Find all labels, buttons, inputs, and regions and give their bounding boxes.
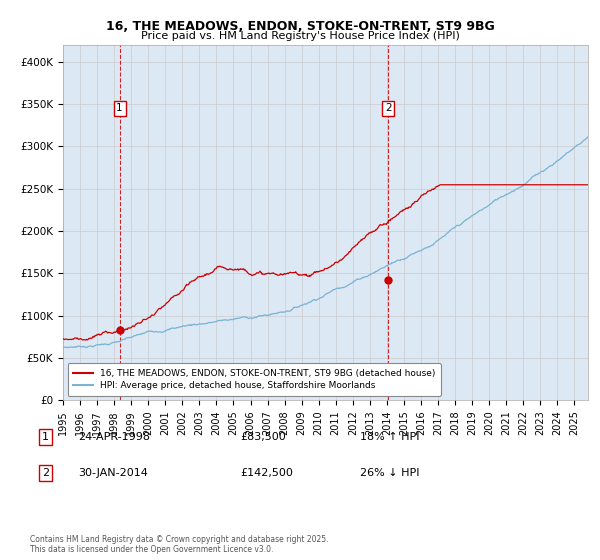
Text: 2: 2 [385, 103, 392, 113]
Text: £142,500: £142,500 [240, 468, 293, 478]
Text: 30-JAN-2014: 30-JAN-2014 [78, 468, 148, 478]
Legend: 16, THE MEADOWS, ENDON, STOKE-ON-TRENT, ST9 9BG (detached house), HPI: Average p: 16, THE MEADOWS, ENDON, STOKE-ON-TRENT, … [68, 363, 441, 396]
Text: 24-APR-1998: 24-APR-1998 [78, 432, 150, 442]
Text: 16, THE MEADOWS, ENDON, STOKE-ON-TRENT, ST9 9BG: 16, THE MEADOWS, ENDON, STOKE-ON-TRENT, … [106, 20, 494, 32]
Text: £83,500: £83,500 [240, 432, 286, 442]
Text: 1: 1 [116, 103, 123, 113]
Text: Contains HM Land Registry data © Crown copyright and database right 2025.
This d: Contains HM Land Registry data © Crown c… [30, 535, 329, 554]
Text: Price paid vs. HM Land Registry's House Price Index (HPI): Price paid vs. HM Land Registry's House … [140, 31, 460, 41]
Text: 26% ↓ HPI: 26% ↓ HPI [360, 468, 419, 478]
Text: 18% ↑ HPI: 18% ↑ HPI [360, 432, 419, 442]
Text: 2: 2 [42, 468, 49, 478]
Text: 1: 1 [42, 432, 49, 442]
